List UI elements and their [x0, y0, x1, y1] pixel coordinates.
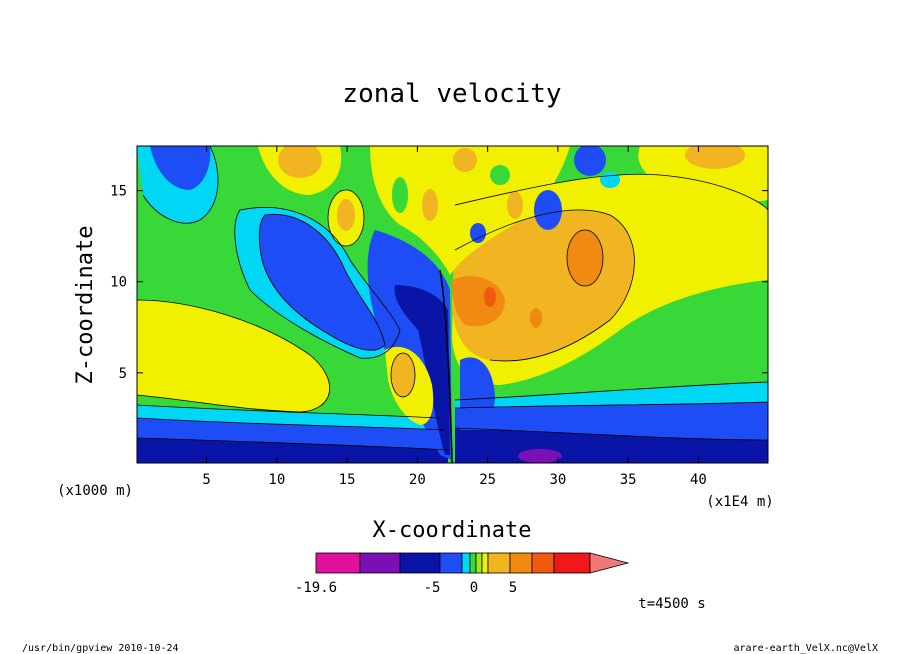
blue-trough: [259, 214, 385, 351]
y-tick-label: 15: [110, 184, 127, 200]
colorbar: [315, 552, 630, 574]
x-tick-label: 5: [202, 472, 210, 488]
y-axis-ticks: 5 10 15: [110, 184, 768, 382]
orange-turbulent-1: [453, 148, 477, 172]
x-unit-label: (x1E4 m): [706, 494, 773, 510]
orange-upper-middle: [278, 146, 322, 178]
orange-core-small: [530, 308, 542, 328]
navy-jet-column: [394, 285, 450, 455]
plot-frame: [136, 145, 769, 464]
yellow-left-lobe: [137, 300, 330, 412]
colorbar-segment: [469, 552, 477, 574]
x-tick-label: 35: [620, 472, 637, 488]
colorbar-tick-labels: -19.6 -5 0 5: [295, 580, 517, 596]
colorbar-extension: [589, 552, 630, 574]
x-tick-label: 30: [549, 472, 566, 488]
band-navy-low: [137, 438, 448, 463]
green-turbulent-1: [392, 177, 408, 213]
orange-mid-lobe: [337, 199, 355, 231]
orange-upper-right: [685, 146, 745, 169]
colorbar-segment: [531, 552, 555, 574]
orange-inner-core: [391, 353, 415, 397]
blue-turbulent-3: [470, 223, 486, 243]
orange-turbulent-2: [507, 191, 523, 219]
colorbar-segment: [315, 552, 361, 574]
footer-left: /usr/bin/gpview 2010-10-24: [22, 643, 179, 654]
blue-lower-right: [460, 357, 495, 430]
y-axis-label: Z-coordinate: [73, 226, 98, 385]
cyan-turbulent-1: [600, 172, 620, 188]
y-tick-label: 10: [110, 275, 127, 291]
chart-title: zonal velocity: [342, 79, 561, 109]
colorbar-segment: [509, 552, 533, 574]
colorbar-segment: [475, 552, 483, 574]
blue-turbulent-1: [534, 190, 562, 230]
colorbar-segment: [461, 552, 471, 574]
colorbar-segment: [481, 552, 489, 574]
x-tick-label: 40: [690, 472, 707, 488]
contour-lines: [137, 146, 768, 451]
colorbar-segment: [359, 552, 401, 574]
green-turbulent-2: [490, 165, 510, 185]
colorbar-tick-label: -5: [424, 580, 441, 596]
x-tick-label: 20: [409, 472, 426, 488]
colorbar-tick-label: -19.6: [295, 580, 337, 596]
colorbar-segment: [487, 552, 511, 574]
plot-area: [137, 146, 768, 463]
orange-turbulent-3: [422, 189, 438, 221]
yellow-turbulent-upper: [370, 146, 570, 275]
time-label: t=4500 s: [638, 596, 705, 612]
y-tick-label: 5: [119, 366, 127, 382]
footer-right: arare-earth_VelX.nc@VelX: [734, 643, 879, 654]
shear-line: [439, 269, 453, 463]
colorbar-segment: [439, 552, 463, 574]
colorbar-segment: [553, 552, 591, 574]
blue-upper-left: [150, 146, 211, 190]
colorbar-tick-label: 5: [509, 580, 517, 596]
x-axis-label: X-coordinate: [373, 518, 532, 543]
x-tick-label: 25: [479, 472, 496, 488]
colorbar-segment: [399, 552, 441, 574]
colorbar-tick-label: 0: [470, 580, 478, 596]
x-axis-ticks: 5 10 15 20 25 30 35 40: [202, 146, 707, 488]
y-unit-label: (x1000 m): [57, 483, 133, 499]
x-tick-label: 15: [339, 472, 356, 488]
red-spot: [484, 287, 496, 307]
orange-core-upper: [567, 230, 603, 286]
blue-turbulent-2: [574, 146, 606, 176]
purple-core: [518, 449, 562, 463]
x-tick-label: 10: [268, 472, 285, 488]
